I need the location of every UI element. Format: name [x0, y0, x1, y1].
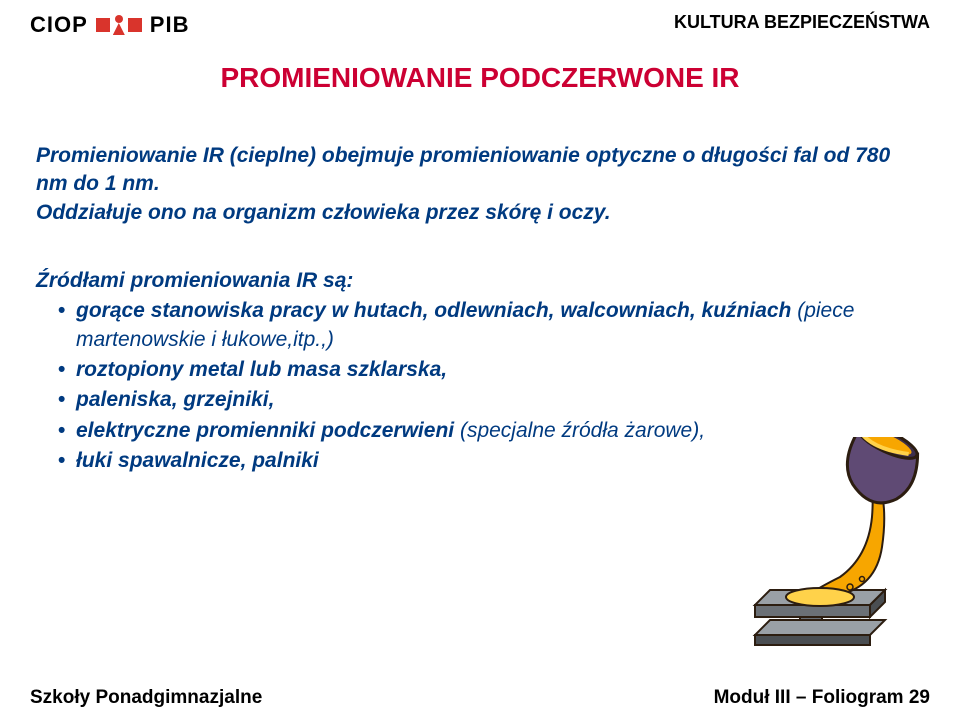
list-item: roztopiony metal lub masa szklarska, [58, 356, 924, 384]
paragraph-1: Promieniowanie IR (cieplne) obejmuje pro… [36, 142, 924, 199]
list-item-main: łuki spawalnicze, palniki [76, 449, 319, 472]
page-title: PROMIENIOWANIE PODCZERWONE IR [0, 62, 960, 94]
header: CIOP PIB KULTURA BEZPIECZEŃSTWA [0, 0, 960, 38]
logo-square-icon [128, 18, 142, 32]
list-item: paleniska, grzejniki, [58, 386, 924, 414]
footer-left: Szkoły Ponadgimnazjalne [30, 687, 262, 709]
list-item: gorące stanowiska pracy w hutach, odlewn… [58, 297, 924, 354]
logo-right: PIB [150, 12, 190, 38]
logo-left: CIOP [30, 12, 88, 38]
logo: CIOP PIB [30, 12, 189, 38]
footer-right: Moduł III – Foliogram 29 [714, 687, 930, 709]
list-item-main: gorące stanowiska pracy w hutach, odlewn… [76, 299, 797, 322]
paragraph-2: Oddziałuje ono na organizm człowieka prz… [36, 199, 924, 227]
list-title: Źródłami promieniowania IR są: [36, 267, 924, 295]
logo-square-icon [96, 18, 110, 32]
molten-metal-icon [750, 437, 920, 647]
list-item-main: elektryczne promienniki podczerwieni [76, 419, 460, 442]
list-item-paren: (specjalne źródła żarowe), [460, 419, 705, 442]
logo-person-icon [112, 15, 126, 35]
header-subtitle: KULTURA BEZPIECZEŃSTWA [674, 12, 930, 33]
list-item-main: paleniska, grzejniki, [76, 388, 274, 411]
content: Promieniowanie IR (cieplne) obejmuje pro… [0, 94, 960, 475]
illustration [750, 437, 920, 647]
list-item-main: roztopiony metal lub masa szklarska, [76, 358, 447, 381]
footer: Szkoły Ponadgimnazjalne Moduł III – Foli… [0, 687, 960, 709]
logo-icon [96, 15, 142, 35]
